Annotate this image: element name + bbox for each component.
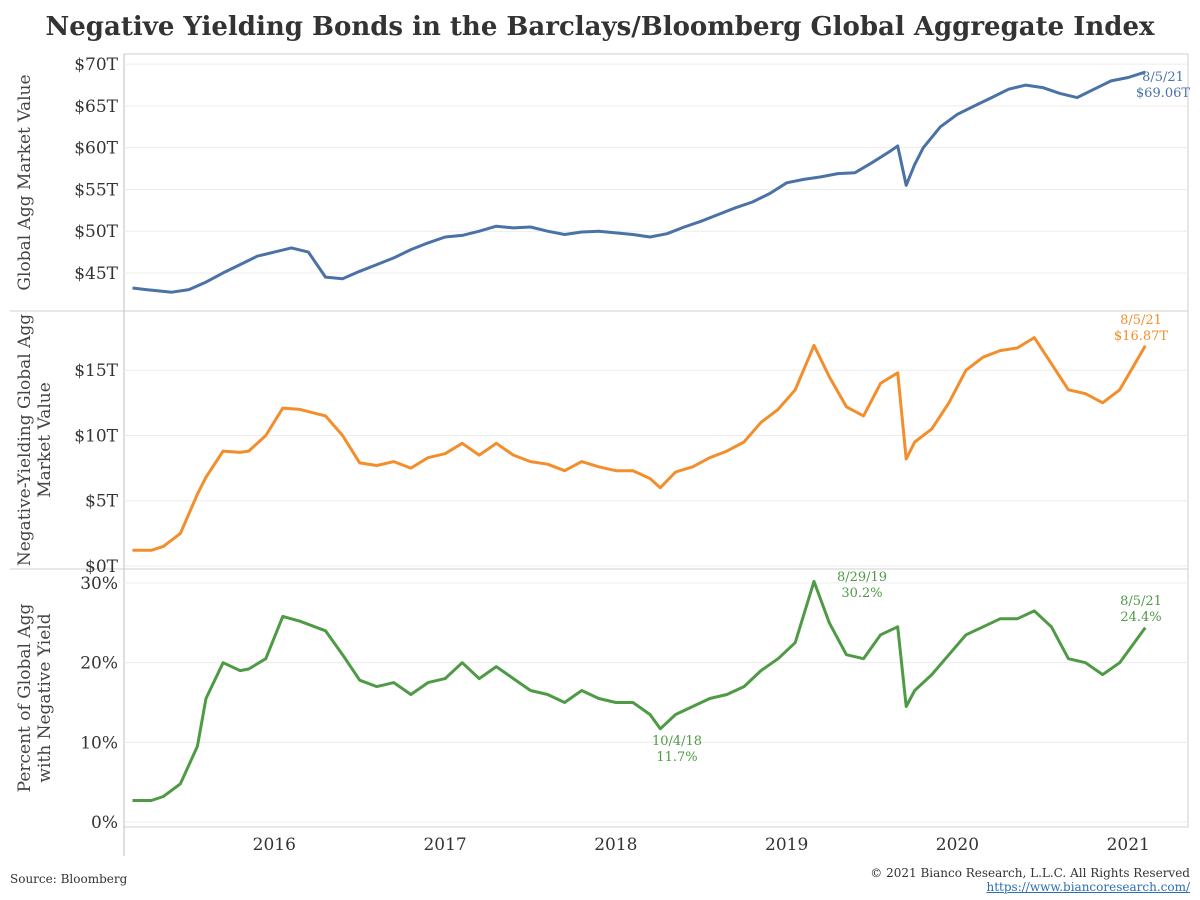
annotation-value: $16.87T — [1114, 329, 1168, 344]
y-tick-label: $60T — [74, 139, 118, 159]
series-line — [132, 336, 1147, 552]
panel-2: $0T $5T $10T $15T Negative-Yielding Global A… — [15, 313, 1188, 577]
annotation-value: 30.2% — [841, 586, 882, 601]
x-axis: 2016 2017 2018 2019 2020 2021 — [253, 835, 1150, 855]
y-tick-label: 20% — [80, 654, 118, 674]
source-note: Source: Bloomberg — [10, 872, 128, 886]
y-tick-label: 10% — [80, 733, 118, 753]
y-axis-label: Global Agg Market Value — [15, 74, 35, 290]
copyright-block: © 2021 Bianco Research, L.L.C. All Right… — [870, 866, 1190, 894]
y-tick-label: $65T — [74, 97, 118, 117]
annotation-date: 8/5/21 — [1120, 594, 1162, 609]
annotation-date: 8/29/19 — [837, 570, 887, 585]
x-tick-label: 2019 — [765, 835, 808, 855]
annotation-date: 10/4/18 — [652, 734, 702, 749]
annotation-date: 8/5/21 — [1120, 313, 1162, 328]
y-tick-label: $10T — [74, 426, 118, 446]
panel-3: 0% 10% 20% 30% Percent of Global Aggwith Neg… — [15, 570, 1188, 833]
chart-panels: $45T $50T $55T $60T $65T $70T Global Agg Marke… — [15, 55, 1190, 833]
copyright-text: © 2021 Bianco Research, L.L.C. All Right… — [870, 866, 1190, 880]
y-tick-label: $0T — [85, 557, 119, 577]
x-tick-label: 2020 — [936, 835, 979, 855]
panel-1: $45T $50T $55T $60T $65T $70T Global Agg Marke… — [15, 55, 1190, 294]
y-tick-label: $5T — [85, 492, 119, 512]
series-line — [132, 70, 1146, 294]
y-tick-label: $70T — [74, 55, 118, 75]
x-tick-label: 2018 — [594, 835, 637, 855]
y-tick-label: $50T — [74, 222, 118, 242]
y-tick-label: 0% — [91, 813, 118, 833]
y-axis-label: Negative-Yielding Global AggMarket Value — [15, 314, 55, 566]
x-tick-label: 2021 — [1107, 835, 1150, 855]
chart-frame — [10, 53, 1189, 856]
annotation-value: 24.4% — [1120, 610, 1161, 625]
chart-title: Negative Yielding Bonds in the Barclays/… — [45, 12, 1155, 42]
annotation-value: 11.7% — [656, 750, 697, 765]
y-tick-label: 30% — [80, 574, 118, 594]
annotation-value: $69.06T — [1136, 86, 1190, 101]
website-link[interactable]: https://www.biancoresearch.com/ — [986, 880, 1190, 894]
y-axis-label: Percent of Global Aggwith Negative Yield — [15, 604, 55, 793]
x-tick-label: 2016 — [253, 835, 296, 855]
y-tick-label: $15T — [74, 361, 118, 381]
annotation-date: 8/5/21 — [1142, 70, 1184, 85]
x-tick-label: 2017 — [423, 835, 466, 855]
series-line — [132, 579, 1147, 802]
y-tick-label: $55T — [74, 180, 118, 200]
y-tick-label: $45T — [74, 264, 118, 284]
plot-border — [123, 53, 1189, 828]
